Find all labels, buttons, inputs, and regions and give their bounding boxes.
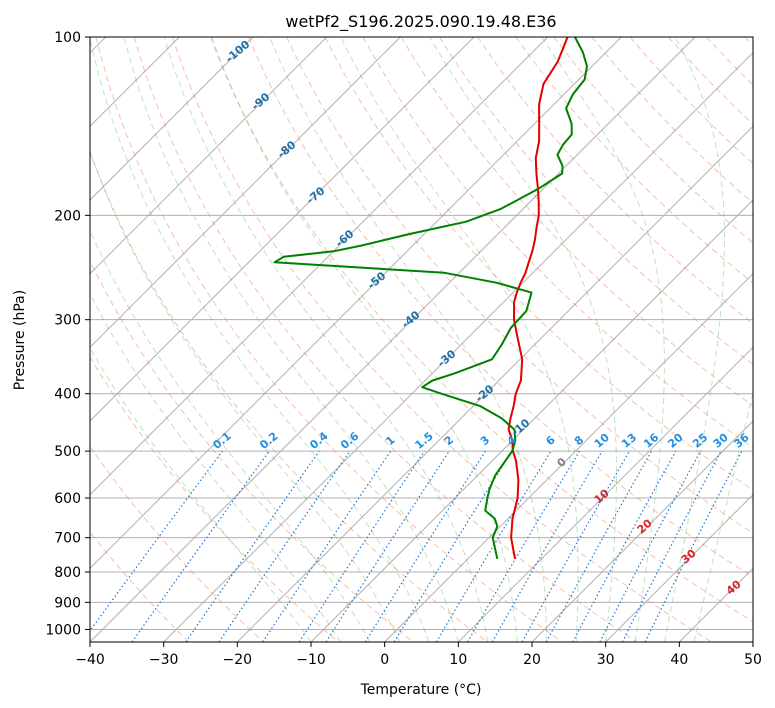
isotherm-line: [90, 37, 475, 422]
plot-frame: [89, 36, 754, 643]
background-lines: [90, 37, 753, 642]
sounding-profiles: [273, 37, 588, 560]
y-tick-label: 500: [54, 444, 81, 460]
moist-adiabat: [541, 37, 665, 642]
moist-adiabat: [90, 229, 371, 642]
moist-adiabat: [269, 37, 548, 642]
x-axis-title: Temperature (°C): [360, 682, 482, 698]
moist-adiabat: [664, 37, 725, 642]
y-tick-label: 600: [54, 491, 81, 507]
y-tick-label: 400: [54, 387, 81, 403]
isotherm-line: [457, 346, 753, 642]
dry-adiabat: [95, 37, 563, 642]
moist-adiabat: [90, 149, 400, 642]
x-tick-label: 20: [523, 652, 541, 668]
dry-adiabat: [171, 37, 712, 642]
moist-adiabat: [90, 347, 312, 642]
isotherm-line: [531, 420, 753, 642]
mixing-ratio-line: [218, 450, 351, 642]
isotherm-line: [90, 37, 622, 570]
chart-title: wetPf2_S196.2025.090.19.48.E36: [285, 12, 556, 32]
axes: −40 −30 −20 −10 0 10 20 30 40 50 100 200 300 400 500 60…: [45, 30, 762, 668]
mixing-ratio-line: [131, 450, 270, 642]
y-tick-label: 100: [54, 30, 81, 46]
moist-adiabat: [90, 292, 341, 642]
mixing-ratio-line: [262, 450, 392, 642]
y-tick-label: 900: [54, 595, 81, 611]
x-tick-label: 0: [380, 652, 389, 668]
dry-adiabat: [90, 445, 264, 642]
y-tick-label: 1000: [45, 622, 81, 638]
moist-adiabat: [211, 37, 518, 642]
mixing-ratio-line: [644, 450, 743, 642]
x-tick-label: −10: [296, 652, 326, 668]
dry-adiabat: [210, 37, 753, 623]
dewpoint-profile: [273, 37, 588, 560]
x-tick-label: 50: [744, 652, 762, 668]
moist-adiabat: [123, 37, 459, 642]
moist-adiabat: [163, 37, 489, 642]
dry-adiabat: [286, 37, 753, 534]
x-tick-label: −30: [149, 652, 179, 668]
isotherm-line: [605, 493, 753, 642]
mixing-ratio-line: [298, 450, 425, 642]
moist-adiabat: [340, 37, 579, 642]
x-tick-label: 10: [449, 652, 467, 668]
dry-adiabat: [248, 37, 753, 578]
mixing-ratio-line: [325, 450, 450, 642]
mixing-ratio-line: [185, 450, 320, 642]
temperature-profile: [507, 37, 569, 559]
isotherm-line: [163, 51, 753, 642]
y-tick-label: 300: [54, 313, 81, 329]
mixing-ratio-line: [90, 450, 223, 632]
dry-adiabat: [133, 37, 638, 642]
x-tick-label: −20: [223, 652, 253, 668]
mixing-ratio-line: [521, 450, 631, 642]
dry-adiabat: [324, 37, 753, 491]
mixing-ratio-line: [393, 450, 513, 642]
isotherm-line: [384, 272, 753, 642]
y-tick-label: 700: [54, 531, 81, 547]
isotherm-line: [90, 37, 254, 201]
isotherm-line: [90, 37, 696, 642]
y-tick-label: 800: [54, 565, 81, 581]
x-tick-label: 40: [670, 652, 688, 668]
dry-adiabat: [438, 37, 753, 366]
moist-adiabat: [693, 390, 753, 642]
dry-adiabat: [90, 356, 339, 642]
dry-adiabat: [90, 259, 414, 642]
mixing-ratio-line: [545, 450, 653, 642]
x-tick-label: −40: [75, 652, 105, 668]
dry-adiabat: [477, 37, 753, 325]
isotherm-line: [236, 125, 753, 642]
mixing-ratio-line: [572, 450, 677, 642]
x-tick-label: 30: [597, 652, 615, 668]
isotherm-line: [90, 37, 328, 275]
isotherm-line: [90, 37, 549, 496]
moist-adiabat: [429, 37, 617, 642]
isotherm-line: [90, 37, 401, 349]
y-axis-title: Pressure (hPa): [12, 290, 28, 390]
y-tick-label: 200: [54, 208, 81, 224]
moist-adiabat: [90, 37, 430, 642]
dry-adiabat: [90, 150, 488, 642]
